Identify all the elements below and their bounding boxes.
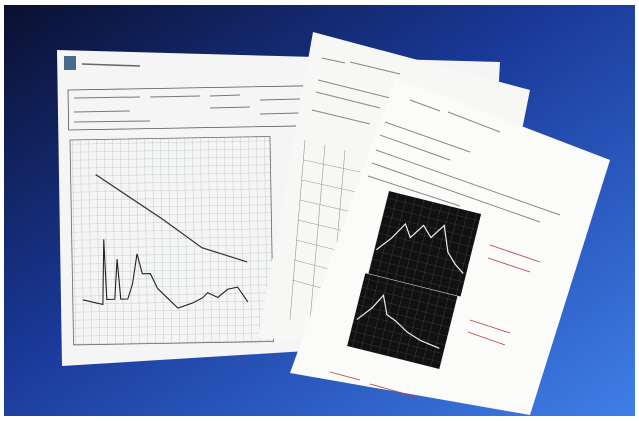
text-lines <box>311 57 401 125</box>
logo <box>64 56 76 70</box>
plot-frame <box>368 191 482 297</box>
graph <box>69 136 274 346</box>
plot-lower <box>347 273 458 369</box>
limit-line <box>95 174 248 263</box>
spectrum-line <box>82 239 249 309</box>
plot-line <box>356 293 440 349</box>
notes <box>329 244 541 399</box>
paper-right <box>290 78 610 415</box>
plot-upper <box>368 191 482 297</box>
text-lines <box>367 99 561 223</box>
header-text <box>73 94 301 123</box>
plot-line <box>375 222 464 274</box>
text-line <box>81 63 141 67</box>
table-lines <box>289 139 361 326</box>
graph-grid <box>69 136 274 346</box>
